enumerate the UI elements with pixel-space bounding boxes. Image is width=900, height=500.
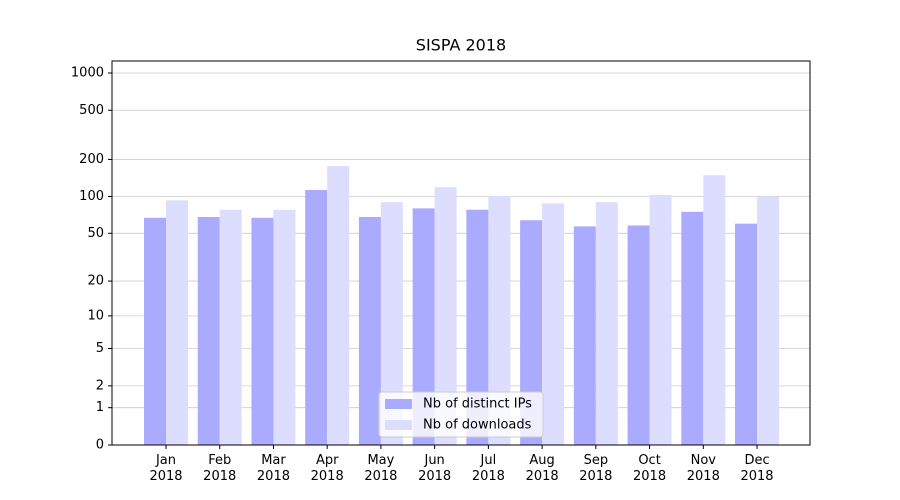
x-tick-label: Apr 2018 (310, 453, 344, 484)
y-tick-label: 5 (96, 341, 104, 356)
bar (573, 226, 596, 445)
bar (703, 175, 726, 445)
y-tick-label: 50 (87, 226, 104, 241)
x-tick-label: Oct 2018 (633, 453, 667, 484)
bar (735, 223, 758, 445)
bar (466, 209, 489, 445)
bar (757, 197, 780, 445)
chart-title: SISPA 2018 (416, 36, 506, 55)
bar (251, 217, 274, 445)
legend-label: Nb of downloads (423, 418, 532, 433)
x-tick-label: Jun 2018 (418, 453, 452, 484)
bar (488, 195, 511, 445)
bar (305, 189, 328, 445)
x-tick-label: Feb 2018 (203, 453, 237, 484)
bar (595, 202, 618, 445)
bar (520, 220, 543, 445)
y-tick-label: 1000 (71, 66, 104, 81)
x-tick-label: Nov 2018 (686, 453, 720, 484)
y-tick-label: 2 (96, 378, 104, 393)
y-tick-label: 20 (87, 274, 104, 289)
bar (380, 202, 403, 445)
bar (681, 211, 704, 445)
bar (649, 194, 672, 445)
bar (358, 217, 381, 445)
bar (144, 217, 166, 445)
y-tick-label: 10 (87, 308, 104, 323)
bar (542, 203, 565, 445)
legend-swatch (385, 420, 412, 430)
y-tick-label: 0 (96, 438, 104, 453)
y-tick-label: 100 (79, 189, 104, 204)
x-tick-label: Jan 2018 (149, 453, 183, 484)
y-tick-label: 1 (96, 400, 104, 415)
x-tick-label: Mar 2018 (256, 453, 290, 484)
x-tick-label: Aug 2018 (525, 453, 559, 484)
bar (273, 209, 296, 445)
x-tick-label: Jul 2018 (471, 453, 505, 484)
bar (412, 208, 435, 445)
bar (327, 165, 350, 445)
bar (219, 209, 242, 445)
legend-swatch (385, 399, 412, 409)
x-tick-label: Dec 2018 (740, 453, 774, 484)
legend-label: Nb of distinct IPs (423, 397, 532, 412)
legend-box (378, 391, 544, 438)
bar (627, 225, 650, 445)
bar (434, 187, 457, 445)
bar (166, 200, 188, 445)
x-tick-label: Sep 2018 (579, 453, 613, 484)
y-tick-label: 500 (79, 103, 104, 118)
x-tick-label: May 2018 (364, 453, 398, 484)
bar (197, 217, 220, 445)
plot-frame (111, 60, 811, 446)
y-tick-label: 200 (79, 152, 104, 167)
